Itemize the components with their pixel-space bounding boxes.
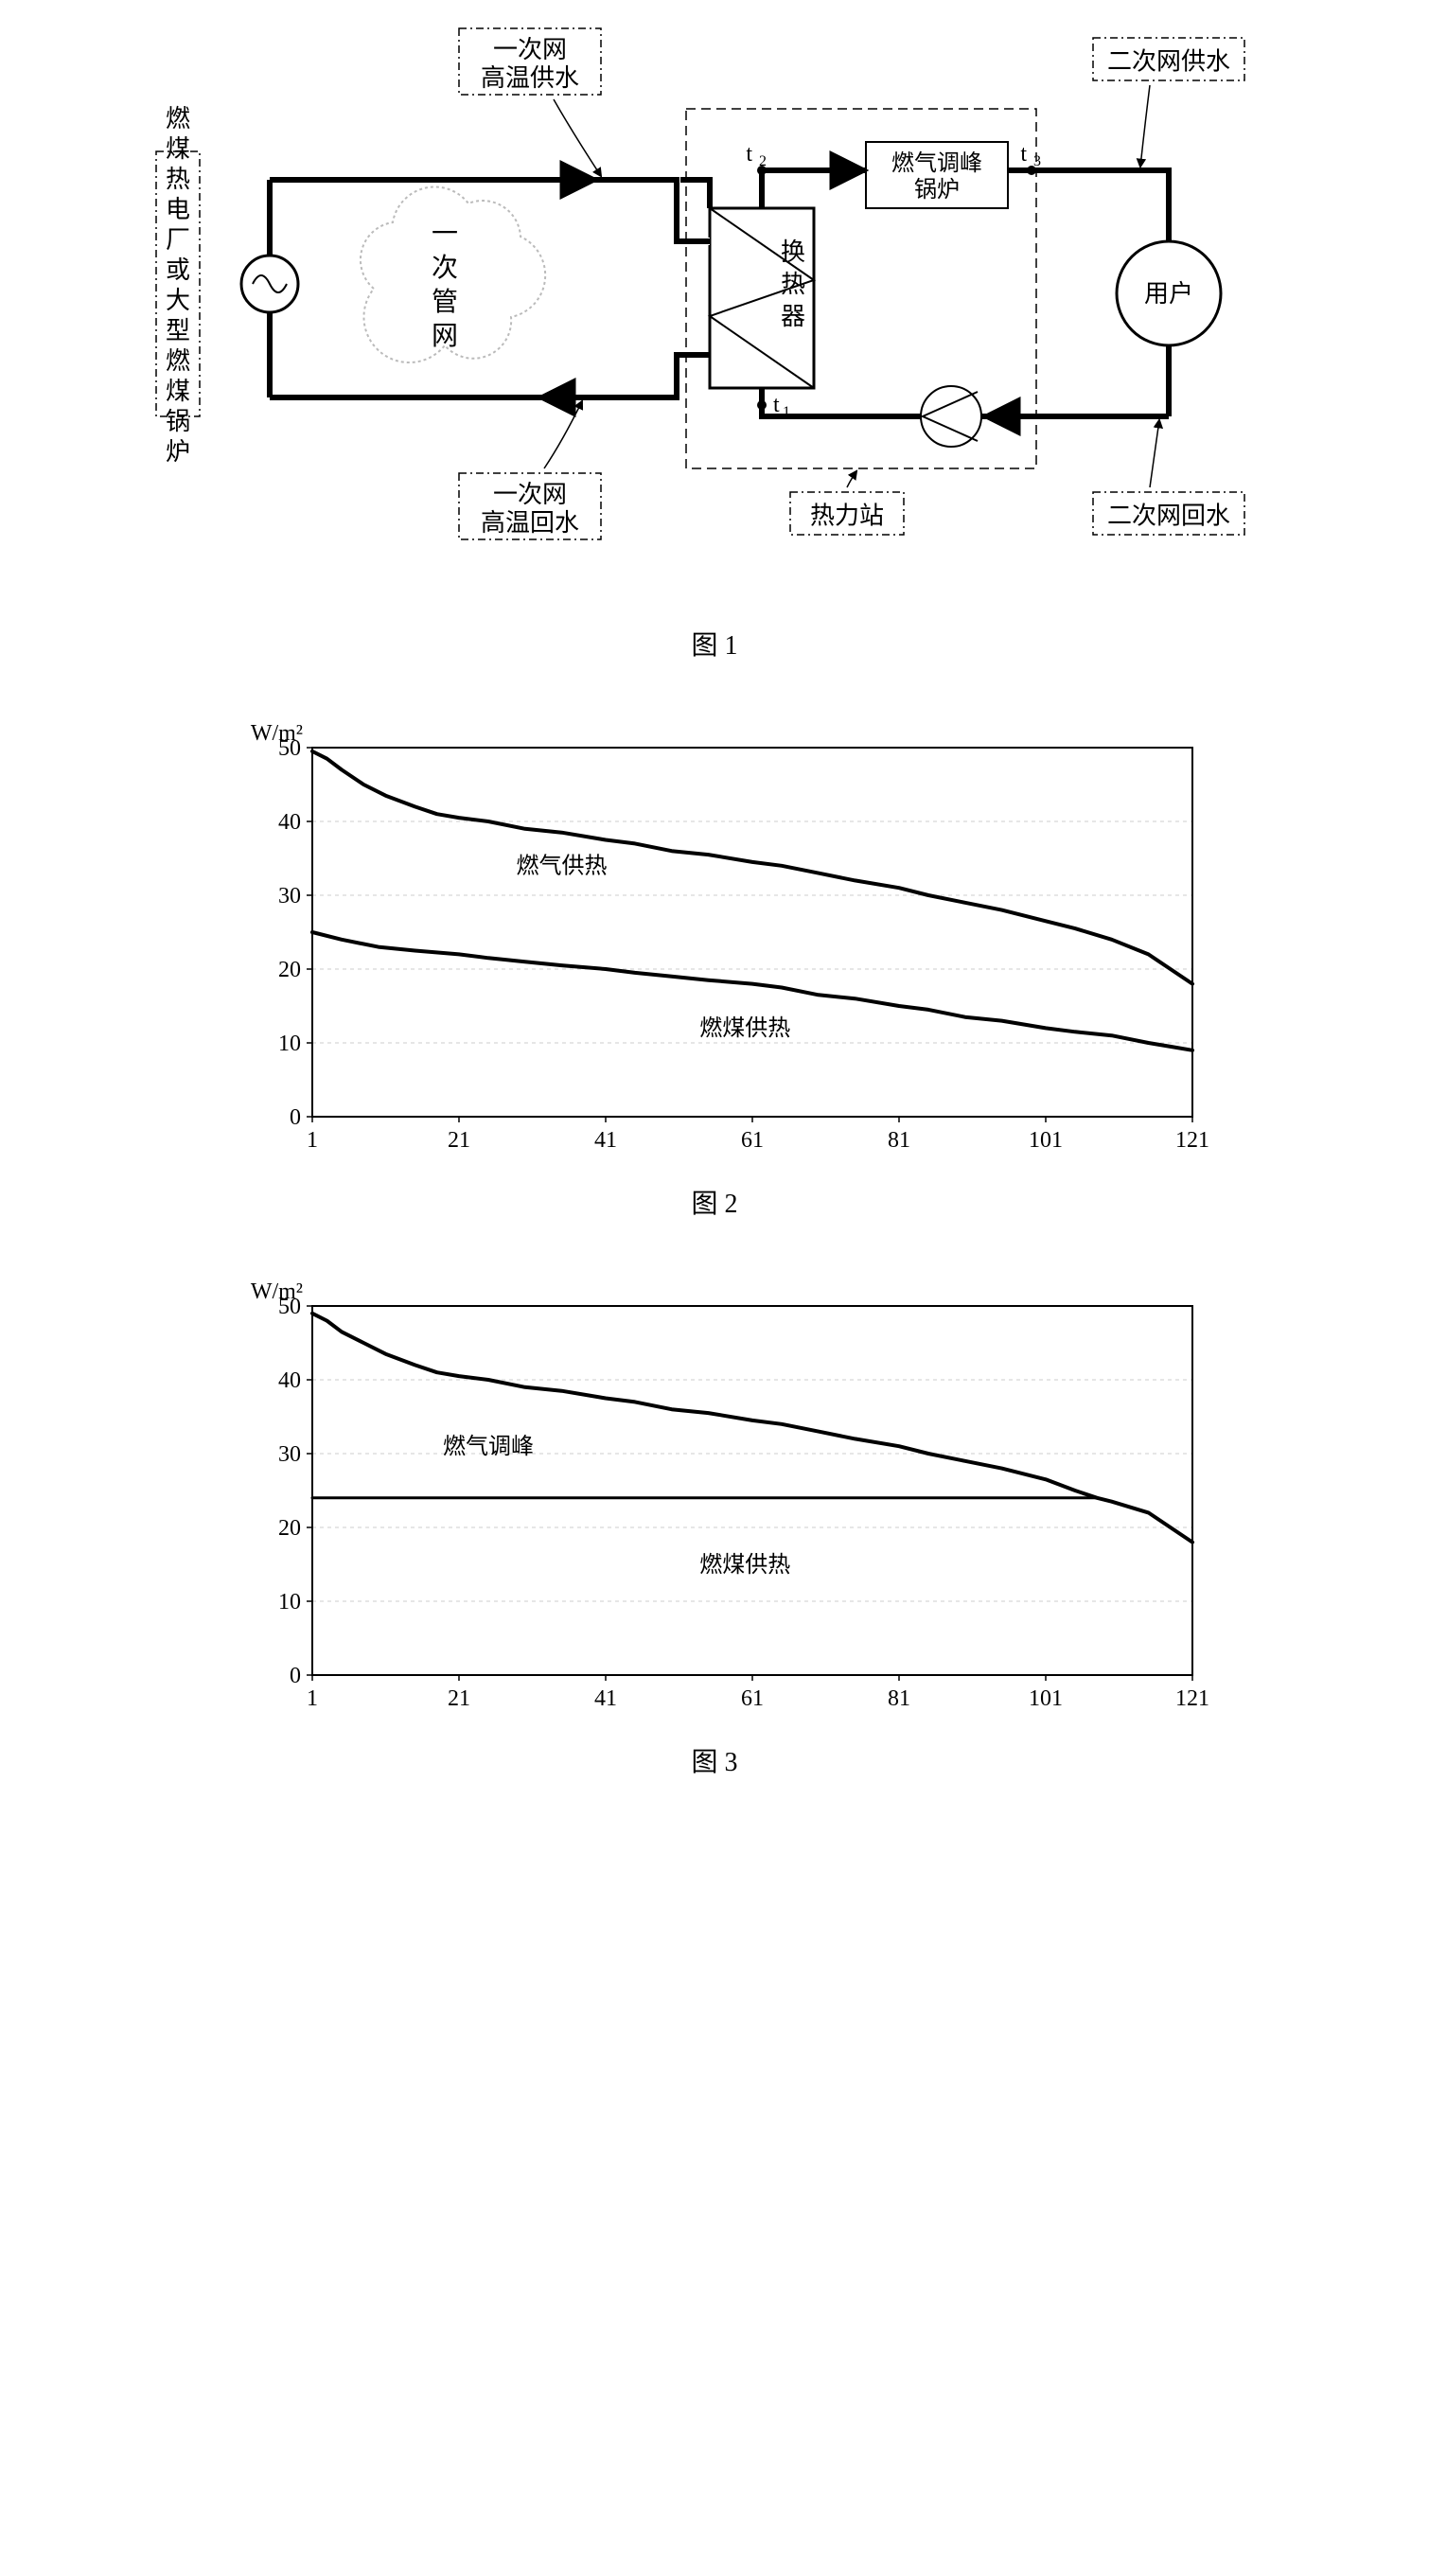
- svg-text:二次网回水: 二次网回水: [1107, 503, 1230, 530]
- chart-svg: 01020304050121416181101121W/m²燃气供热燃煤供热: [218, 719, 1211, 1164]
- svg-text:厂: 厂: [166, 226, 190, 254]
- svg-text:W/m²: W/m²: [251, 721, 303, 746]
- svg-text:30: 30: [278, 1442, 301, 1467]
- fig3-caption: 图 3: [19, 1741, 1410, 1779]
- svg-text:热力站: 热力站: [810, 503, 884, 530]
- svg-text:二次网供水: 二次网供水: [1107, 48, 1230, 76]
- svg-text:高温回水: 高温回水: [481, 509, 579, 537]
- svg-text:30: 30: [278, 884, 301, 909]
- svg-text:炉: 炉: [166, 438, 190, 466]
- svg-text:煤: 煤: [166, 135, 190, 163]
- svg-text:121: 121: [1175, 1128, 1209, 1153]
- svg-text:次: 次: [432, 253, 458, 283]
- svg-text:t: t: [746, 142, 752, 167]
- svg-text:一次网: 一次网: [493, 481, 567, 508]
- svg-text:81: 81: [888, 1128, 910, 1153]
- svg-text:燃气供热: 燃气供热: [517, 854, 608, 879]
- svg-text:一次网: 一次网: [493, 36, 567, 63]
- svg-text:41: 41: [594, 1686, 617, 1711]
- svg-text:燃气调峰: 燃气调峰: [443, 1434, 534, 1459]
- svg-text:锅炉: 锅炉: [914, 177, 960, 203]
- fig1-caption: 图 1: [19, 625, 1410, 662]
- svg-text:燃: 燃: [166, 105, 190, 132]
- svg-text:燃: 燃: [166, 347, 190, 375]
- svg-text:40: 40: [278, 1368, 301, 1393]
- chart-svg: 01020304050121416181101121W/m²燃气调峰燃煤供热: [218, 1278, 1211, 1722]
- svg-text:20: 20: [278, 1516, 301, 1541]
- svg-text:21: 21: [448, 1686, 470, 1711]
- svg-text:换: 换: [781, 238, 805, 266]
- svg-text:0: 0: [290, 1664, 301, 1688]
- svg-text:管: 管: [432, 287, 458, 317]
- svg-text:81: 81: [888, 1686, 910, 1711]
- svg-text:1: 1: [783, 404, 790, 420]
- svg-text:燃煤供热: 燃煤供热: [699, 1552, 790, 1578]
- svg-text:一: 一: [432, 220, 458, 249]
- svg-text:大: 大: [166, 287, 190, 314]
- svg-text:电: 电: [166, 196, 190, 223]
- svg-text:2: 2: [759, 153, 767, 169]
- svg-text:型: 型: [166, 317, 190, 344]
- svg-text:10: 10: [278, 1032, 301, 1056]
- svg-text:40: 40: [278, 810, 301, 835]
- figure-3: 01020304050121416181101121W/m²燃气调峰燃煤供热 图…: [19, 1278, 1410, 1779]
- svg-text:41: 41: [594, 1128, 617, 1153]
- svg-text:3: 3: [1033, 153, 1041, 169]
- svg-text:W/m²: W/m²: [251, 1279, 303, 1304]
- svg-text:121: 121: [1175, 1686, 1209, 1711]
- svg-text:用户: 用户: [1144, 280, 1193, 308]
- svg-text:0: 0: [290, 1105, 301, 1130]
- figure-1: 燃煤热电厂或大型燃煤锅炉一次管网一次网高温供水一次网高温回水换热器t2燃气调峰锅…: [19, 19, 1410, 662]
- svg-text:20: 20: [278, 958, 301, 982]
- svg-text:1: 1: [307, 1686, 318, 1711]
- svg-text:热: 热: [781, 271, 805, 298]
- svg-text:t: t: [773, 393, 780, 417]
- svg-text:煤: 煤: [166, 378, 190, 405]
- svg-text:61: 61: [741, 1686, 764, 1711]
- svg-text:燃气调峰: 燃气调峰: [891, 150, 982, 176]
- svg-text:10: 10: [278, 1590, 301, 1614]
- svg-text:高温供水: 高温供水: [481, 64, 579, 92]
- svg-text:21: 21: [448, 1128, 470, 1153]
- diagram-svg: 燃煤热电厂或大型燃煤锅炉一次管网一次网高温供水一次网高温回水换热器t2燃气调峰锅…: [147, 19, 1282, 606]
- svg-text:网: 网: [432, 322, 458, 351]
- svg-text:t: t: [1020, 142, 1027, 167]
- svg-text:101: 101: [1029, 1686, 1063, 1711]
- svg-text:61: 61: [741, 1128, 764, 1153]
- svg-text:器: 器: [781, 303, 805, 330]
- svg-text:燃煤供热: 燃煤供热: [699, 1015, 790, 1041]
- fig2-caption: 图 2: [19, 1183, 1410, 1221]
- svg-text:1: 1: [307, 1128, 318, 1153]
- svg-text:或: 或: [166, 256, 190, 284]
- svg-text:锅: 锅: [166, 408, 190, 435]
- svg-text:热: 热: [166, 166, 190, 193]
- figure-2: 01020304050121416181101121W/m²燃气供热燃煤供热 图…: [19, 719, 1410, 1221]
- svg-text:101: 101: [1029, 1128, 1063, 1153]
